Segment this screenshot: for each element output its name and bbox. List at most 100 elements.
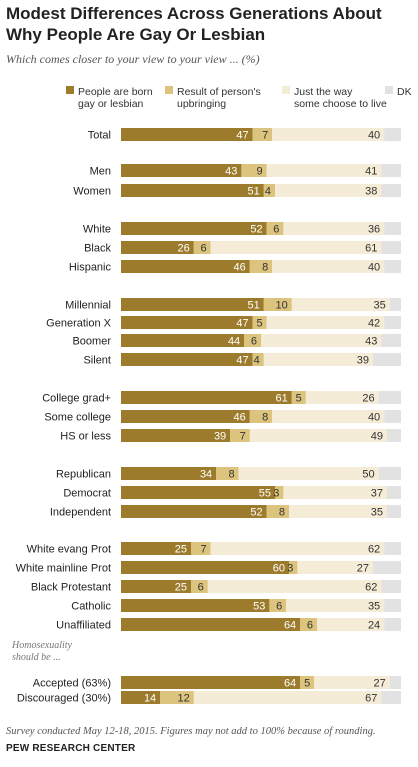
data-label: 67	[365, 693, 377, 705]
bar-people-are-born-gay-or-lesbian	[121, 260, 250, 273]
bar-dk	[384, 222, 401, 235]
group-heading: Homosexuality	[11, 640, 73, 651]
data-label: 4	[254, 355, 260, 367]
bar-people-are-born-gay-or-lesbian	[121, 334, 245, 347]
data-label: 27	[374, 678, 386, 690]
bar-dk	[384, 410, 401, 423]
category-label: Republican	[56, 469, 111, 481]
legend-swatch-result-of-person-s-upbringing	[165, 86, 173, 94]
bar-result-of-person-s-upbringing	[275, 486, 284, 499]
data-label: 53	[253, 601, 265, 613]
bar-dk	[384, 618, 401, 631]
category-label: Unaffiliated	[56, 620, 111, 632]
category-label: Women	[73, 186, 111, 198]
data-label: 6	[307, 620, 313, 632]
data-label: 8	[262, 262, 268, 274]
bar-people-are-born-gay-or-lesbian	[121, 164, 242, 177]
bar-result-of-person-s-upbringing	[191, 580, 208, 593]
bar-just-the-way-some-choose-to-live	[283, 486, 387, 499]
chart-title: Modest Differences Across Generations Ab…	[6, 4, 382, 44]
data-label: 39	[357, 355, 369, 367]
category-label: Millennial	[65, 300, 111, 312]
data-label: 47	[236, 318, 248, 330]
data-label: 62	[368, 544, 380, 556]
category-label: Generation X	[46, 318, 111, 330]
group-heading: should be ...	[12, 652, 61, 663]
category-label: White	[83, 224, 111, 236]
bar-people-are-born-gay-or-lesbian	[121, 128, 253, 141]
data-label: 64	[284, 678, 296, 690]
data-label: 44	[228, 336, 240, 348]
bar-people-are-born-gay-or-lesbian	[121, 505, 267, 518]
bar-dk	[378, 391, 401, 404]
data-label: 46	[234, 262, 246, 274]
bar-people-are-born-gay-or-lesbian	[121, 222, 267, 235]
bar-result-of-person-s-upbringing	[160, 691, 194, 704]
category-label: Some college	[44, 412, 111, 424]
bar-people-are-born-gay-or-lesbian	[121, 241, 194, 254]
bar-dk	[381, 580, 401, 593]
data-label: 35	[374, 300, 386, 312]
category-label: College grad+	[42, 393, 111, 405]
bar-result-of-person-s-upbringing	[252, 316, 267, 329]
bar-dk	[381, 334, 401, 347]
legend-label-just-the-way-some-choose-to-live: some choose to live	[294, 98, 387, 110]
data-label: 38	[365, 186, 377, 198]
bar-people-are-born-gay-or-lesbian	[121, 542, 191, 555]
data-label: 6	[276, 601, 282, 613]
data-label: 60	[273, 563, 285, 575]
bar-just-the-way-some-choose-to-live	[317, 618, 385, 631]
category-label: Catholic	[71, 601, 111, 613]
data-label: 40	[368, 262, 380, 274]
bar-result-of-person-s-upbringing	[191, 542, 211, 555]
data-label: 8	[262, 412, 268, 424]
bar-just-the-way-some-choose-to-live	[272, 410, 385, 423]
source-label: PEW RESEARCH CENTER	[6, 743, 136, 754]
category-label: Silent	[83, 355, 111, 367]
bar-dk	[384, 599, 401, 612]
bar-dk	[384, 260, 401, 273]
data-label: 12	[178, 693, 190, 705]
bar-people-are-born-gay-or-lesbian	[121, 618, 301, 631]
chart-subtitle: Which comes closer to your view to your …	[6, 52, 260, 66]
data-label: 34	[200, 469, 212, 481]
bar-people-are-born-gay-or-lesbian	[121, 353, 253, 366]
bar-result-of-person-s-upbringing	[269, 599, 287, 612]
bar-just-the-way-some-choose-to-live	[305, 391, 379, 404]
data-label: 49	[371, 431, 383, 443]
bar-dk	[381, 241, 401, 254]
data-label: 61	[365, 243, 377, 255]
bar-people-are-born-gay-or-lesbian	[121, 391, 292, 404]
category-label: Hispanic	[69, 262, 112, 274]
bar-result-of-person-s-upbringing	[266, 222, 284, 235]
data-label: 5	[256, 318, 262, 330]
bar-people-are-born-gay-or-lesbian	[121, 561, 289, 574]
category-label: Boomer	[72, 336, 111, 348]
legend-label-just-the-way-some-choose-to-live: Just the way	[294, 86, 353, 98]
data-label: 37	[371, 488, 383, 500]
data-label: 26	[178, 243, 190, 255]
data-label: 47	[236, 130, 248, 142]
data-label: 5	[304, 678, 310, 690]
bar-result-of-person-s-upbringing	[244, 334, 261, 347]
data-label: 36	[368, 224, 380, 236]
category-label: White mainline Prot	[16, 563, 111, 575]
data-label: 35	[371, 507, 383, 519]
category-label: Black	[84, 243, 111, 255]
bar-dk	[384, 128, 401, 141]
data-label: 40	[368, 412, 380, 424]
bar-just-the-way-some-choose-to-live	[266, 316, 385, 329]
data-label: 61	[276, 393, 288, 405]
bar-people-are-born-gay-or-lesbian	[121, 410, 250, 423]
category-label: Discouraged (30%)	[17, 693, 111, 705]
data-label: 26	[362, 393, 374, 405]
data-label: 8	[279, 507, 285, 519]
data-label: 35	[368, 601, 380, 613]
bar-just-the-way-some-choose-to-live	[314, 676, 390, 689]
bar-dk	[381, 184, 401, 197]
bar-dk	[373, 353, 401, 366]
bar-result-of-person-s-upbringing	[289, 561, 298, 574]
data-label: 6	[200, 243, 206, 255]
data-label: 51	[248, 186, 260, 198]
